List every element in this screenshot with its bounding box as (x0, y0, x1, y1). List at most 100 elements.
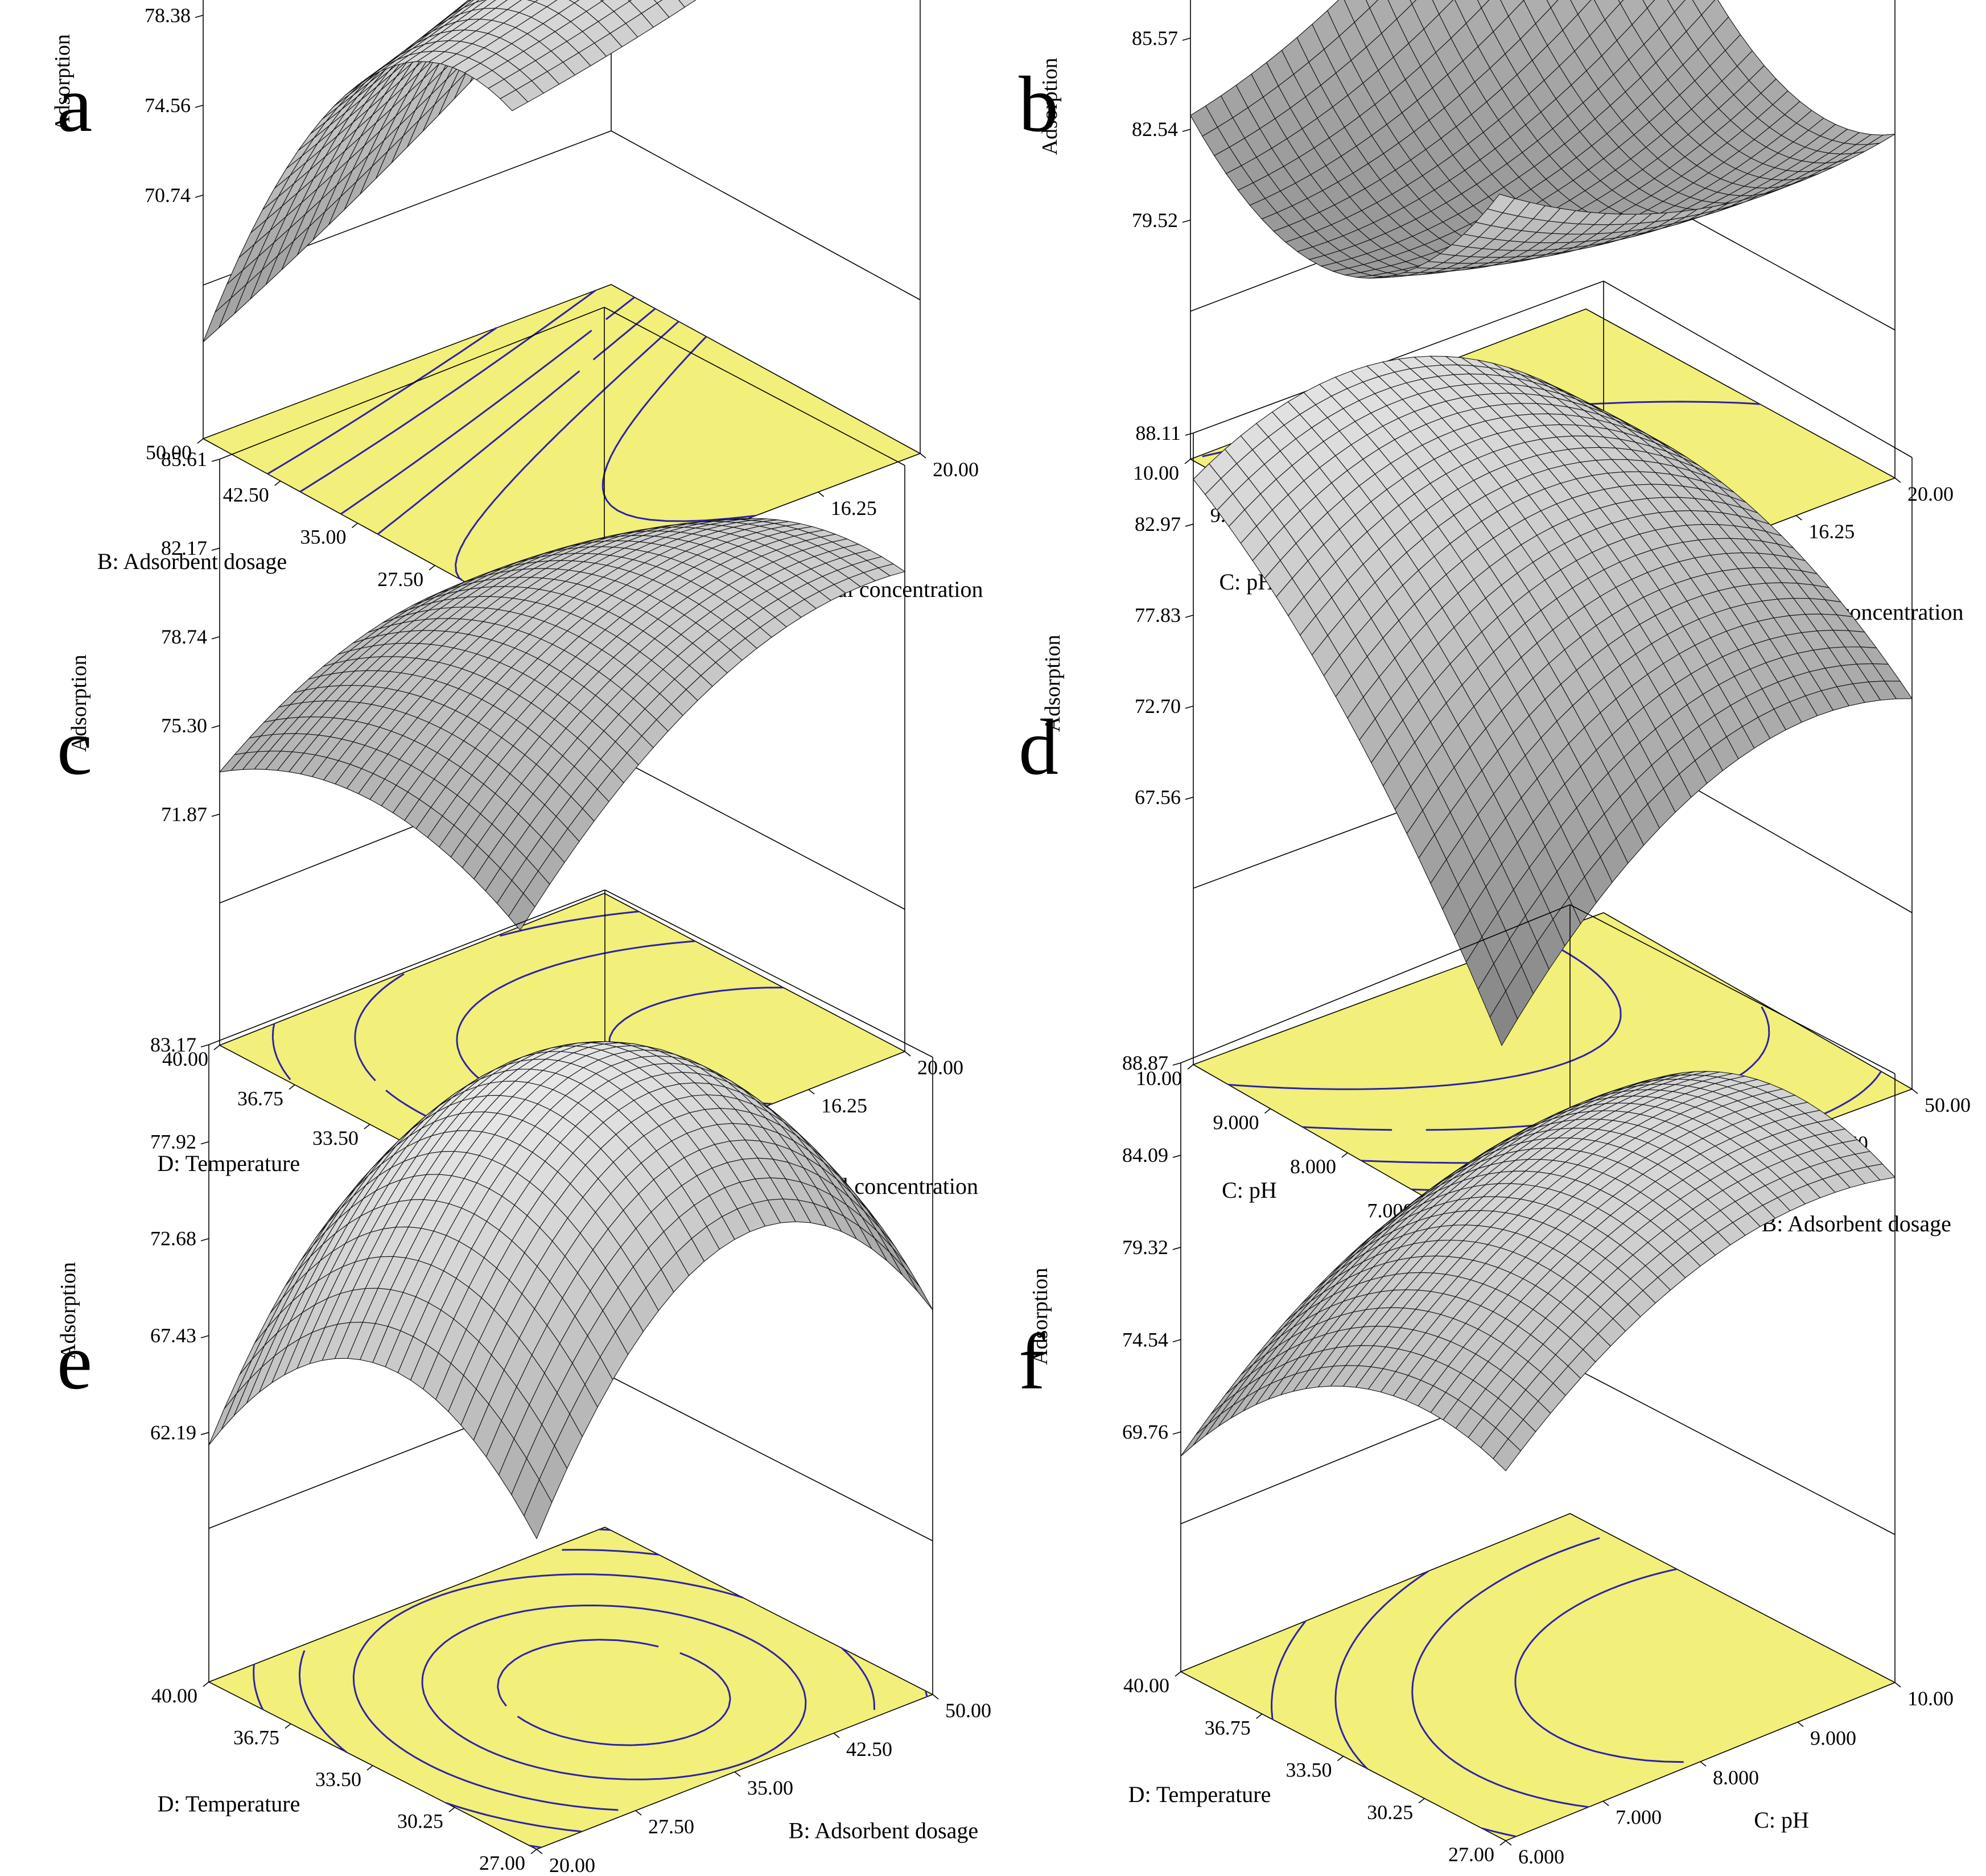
y-tick-label: 50.00 (146, 441, 192, 464)
z-tick-mark (1182, 129, 1191, 132)
y-tick-label: 42.50 (223, 483, 269, 506)
y-tick-label: 27.00 (1448, 1843, 1494, 1866)
y-axis-label: B: Adsorbent dosage (97, 549, 287, 574)
response-surface (1180, 1071, 1896, 1471)
x-tick-mark (1602, 1800, 1609, 1807)
z-tick-label: 74.54 (1122, 1328, 1168, 1351)
z-axis-label: Adsorption (51, 34, 75, 131)
x-axis-label: C: pH (1754, 1807, 1809, 1833)
panel-label-c: c (57, 703, 92, 791)
z-tick-mark (1172, 1062, 1181, 1066)
z-tick-label: 84.09 (1122, 1144, 1168, 1166)
surface-patch (653, 0, 663, 4)
x-tick-label: 7.000 (1616, 1806, 1662, 1829)
frame-top-right (604, 307, 905, 466)
panel-f: f69.7674.5479.3284.0988.87Adsorption6.00… (1019, 904, 1954, 1868)
frame-top-left (219, 307, 605, 460)
y-tick-label: 36.75 (1205, 1716, 1251, 1739)
frame-bottom-right (611, 130, 921, 300)
x-tick-label: 16.25 (831, 497, 877, 519)
y-tick-mark (1184, 459, 1191, 464)
z-tick-label: 70.74 (145, 184, 191, 207)
y-tick-mark (1418, 1798, 1425, 1804)
z-tick-mark (1172, 1155, 1181, 1158)
contour-floor (1180, 1513, 1896, 1841)
z-axis: 69.76 74.54 79.32 84.09 88.87 (1122, 1052, 1181, 1443)
x-tick-label: 10.00 (1907, 1687, 1954, 1710)
y-tick-mark (1175, 1671, 1181, 1677)
z-tick-label: 79.52 (1132, 209, 1178, 232)
surface-patch (1642, 0, 1655, 9)
z-tick-label: 78.38 (145, 4, 191, 27)
z-tick-mark (1172, 1431, 1181, 1435)
z-tick-mark (1172, 1339, 1181, 1343)
x-tick-label: 16.25 (1808, 520, 1855, 543)
y-tick-label: 27.50 (377, 568, 423, 591)
surface-patch (500, 89, 529, 112)
panel-label-b: b (1019, 60, 1058, 149)
x-tick-label: 9.000 (1810, 1727, 1856, 1750)
x-tick-label: 20.00 (1907, 483, 1954, 505)
response-surface (203, 0, 697, 343)
z-tick-label: 79.32 (1122, 1236, 1168, 1259)
z-tick-label: 82.54 (1132, 118, 1178, 141)
contour-line-0 (267, 327, 497, 475)
surface-patch (1487, 193, 1515, 213)
y-tick-mark (1256, 1713, 1263, 1719)
x-tick-mark (1894, 477, 1901, 483)
surface-patch (1180, 1424, 1209, 1457)
x-tick-mark (1894, 1682, 1901, 1688)
x-tick-label: 8.000 (1713, 1766, 1759, 1789)
contour-line-2 (340, 296, 635, 515)
y-tick-label: 10.00 (1133, 461, 1179, 484)
contour-floor (202, 284, 921, 608)
z-tick-label: 69.76 (1122, 1420, 1168, 1443)
surface-patch (1546, 0, 1559, 9)
response-surface (1190, 0, 1896, 279)
contour-line-3 (377, 308, 656, 535)
y-tick-mark (1337, 1755, 1344, 1762)
y-tick-label: 33.50 (1286, 1759, 1332, 1782)
surface-patch (568, 0, 580, 3)
z-tick-label: 85.57 (1132, 27, 1178, 50)
z-tick-mark (195, 105, 204, 108)
x-tick-mark (1700, 1761, 1707, 1767)
x-tick-mark (1795, 515, 1802, 521)
z-tick-mark (1182, 38, 1191, 41)
surface-patch (678, 0, 697, 8)
x-tick-mark (920, 453, 926, 459)
y-tick-label: 30.25 (1367, 1801, 1413, 1824)
y-tick-label: 35.00 (300, 526, 347, 549)
y-tick-mark (197, 438, 204, 444)
frame-bottom-right (1569, 1365, 1896, 1535)
panel-label-a: a (57, 60, 92, 149)
response-surface (219, 518, 906, 931)
z-tick-mark (1182, 220, 1191, 223)
z-tick-label: 88.87 (1122, 1052, 1168, 1074)
z-axis-label: Adsorption (1038, 58, 1062, 155)
y-tick-mark (428, 565, 435, 571)
z-tick-label: 74.56 (145, 94, 191, 117)
x-tick-mark (818, 492, 825, 497)
x-tick-mark (1797, 1721, 1804, 1727)
y-axis-label: D: Temperature (1128, 1782, 1271, 1807)
frame-top-left (1180, 904, 1571, 1063)
z-tick-mark (1172, 1247, 1181, 1250)
frame-bottom-right (604, 751, 905, 910)
surface-patch (1618, 0, 1624, 4)
x-tick-label: 20.00 (933, 458, 979, 481)
frame-top-right (1569, 904, 1896, 1074)
y-tick-mark (352, 522, 358, 529)
y-tick-mark (274, 480, 281, 486)
y-tick-label: 40.00 (1123, 1674, 1169, 1697)
z-axis-label: Adsorption (1028, 1268, 1052, 1365)
z-tick-mark (195, 195, 204, 198)
x-tick-mark (1505, 1840, 1512, 1846)
x-tick-label: 6.000 (1518, 1845, 1564, 1868)
contour-line-5 (601, 336, 756, 522)
z-tick-mark (195, 14, 204, 18)
